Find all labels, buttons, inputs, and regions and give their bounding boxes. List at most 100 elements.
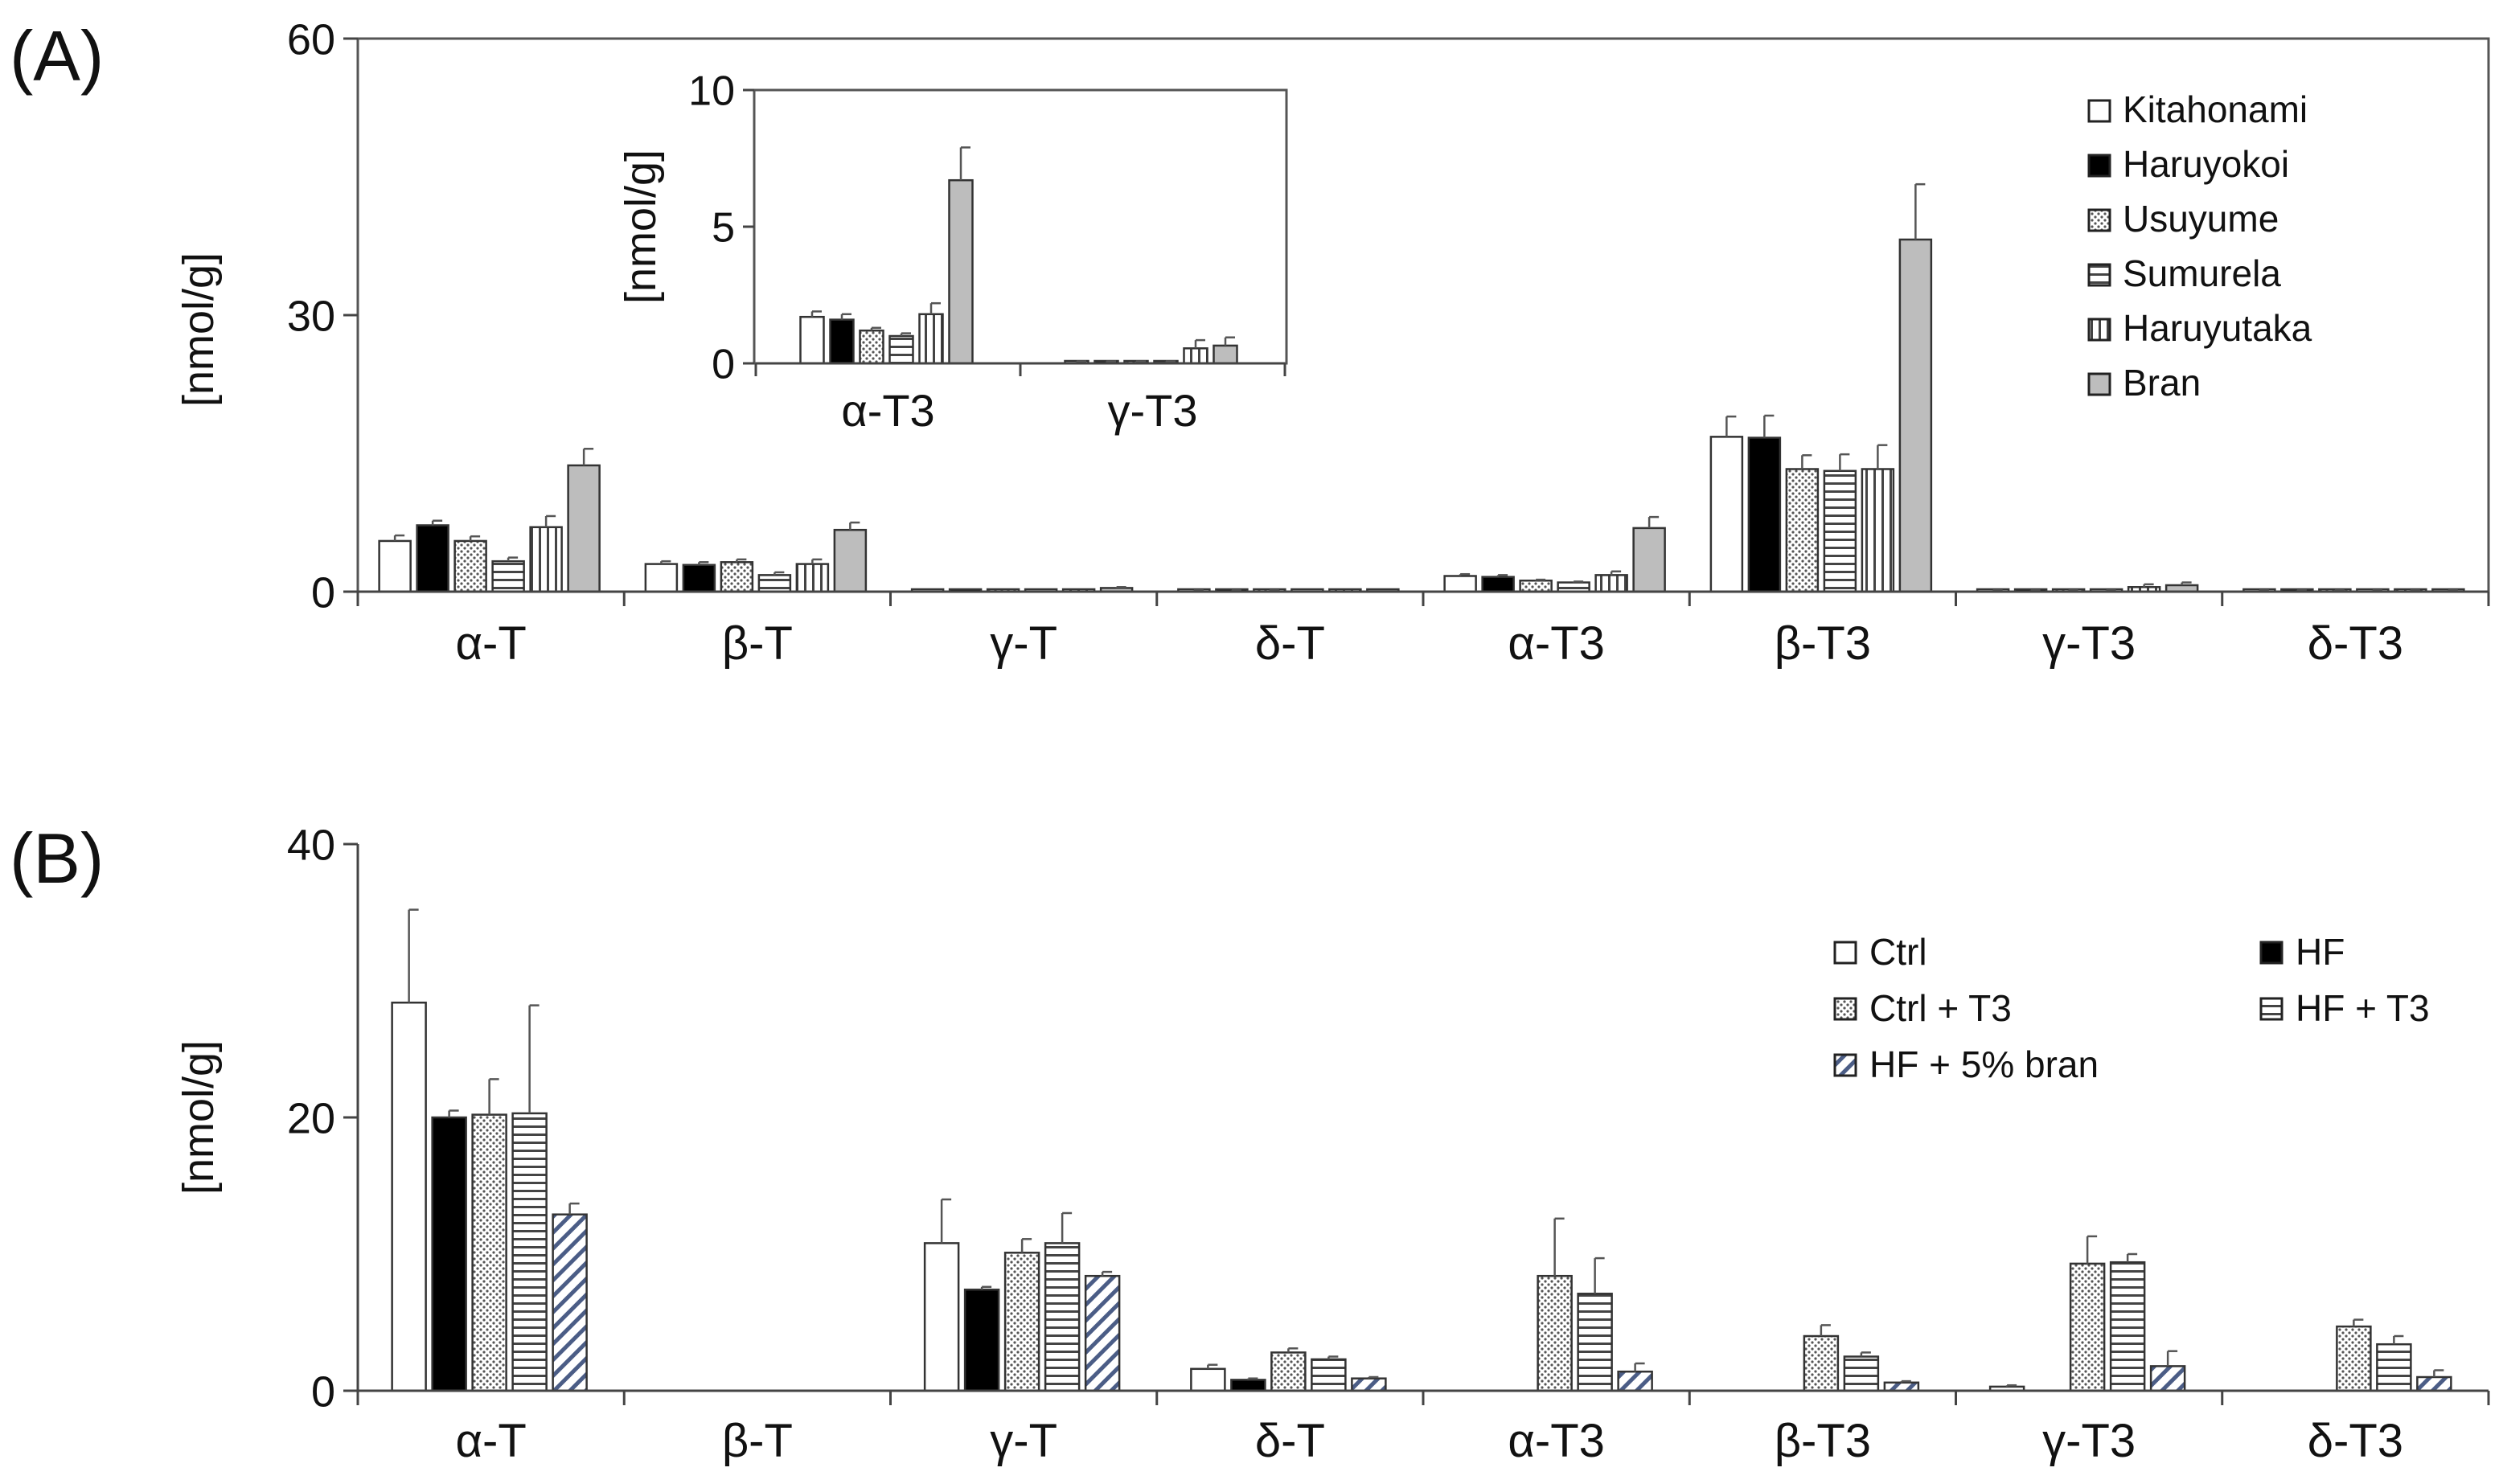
legend-label-hf-bran: HF + 5% bran: [1869, 1043, 2099, 1085]
bar-a-usuyume-0: [453, 539, 487, 593]
panel-a-label: (A): [10, 16, 104, 96]
panel-a-yticks: 0 30 60: [287, 15, 358, 617]
category-label-a-3: δ-T: [1255, 617, 1325, 670]
bar-b-hf-t3-0: [511, 1112, 548, 1392]
bar-b-hf-5-bran-4: [1617, 1370, 1653, 1392]
bar-inset-haruyutaka-0: [918, 313, 944, 365]
bar-a-kitahonami-1: [644, 563, 679, 593]
ytick-label-inset-2: 10: [688, 68, 735, 115]
ytick-label-b-1: 20: [287, 1094, 335, 1142]
bar-b-hf-t3-2: [1044, 1242, 1081, 1392]
bar-a-bran-5: [1898, 238, 1933, 593]
ytick-label-a-1: 30: [287, 292, 335, 340]
ytick-label-a-0: 0: [311, 568, 335, 617]
inset-yticks: 0 5 10: [688, 68, 754, 388]
category-label-b-2: γ-T: [990, 1415, 1057, 1467]
bar-inset-haruyokoi-0: [829, 318, 855, 365]
legend-label-bran: Bran: [2123, 362, 2201, 404]
bar-a-usuyume-4: [1519, 579, 1553, 593]
bar-a-sumurela-0: [491, 560, 525, 593]
bar-b-hf-5-bran-6: [2149, 1365, 2186, 1392]
bar-a-haruyutaka-5: [1861, 468, 1895, 593]
ytick-label-b-2: 40: [287, 821, 335, 869]
bar-a-bran-1: [833, 528, 868, 593]
legend-label-ctrl: Ctrl: [1869, 931, 1927, 973]
bar-a-haruyutaka-0: [529, 526, 563, 593]
panel-b: (B) [nmol/g] 0 20 40 α-T β-T γ-T δ-T α-T3 β-T3 γ…: [10, 818, 2490, 1467]
bar-inset-haruyutaka-1: [1183, 347, 1208, 365]
category-label-a-0: α-T: [455, 617, 526, 670]
panel-b-legend: Ctrl HF Ctrl + T3 HF + T3 HF + 5% bran: [1833, 931, 2430, 1085]
category-label-a-4: α-T3: [1508, 617, 1605, 670]
legend-swatch-haruyokoi: [2087, 154, 2111, 178]
legend-label-ctrl-t3: Ctrl + T3: [1869, 987, 2012, 1029]
legend-swatch-ctrl: [1833, 941, 1857, 965]
legend-swatch-usuyume: [2087, 208, 2111, 232]
bar-b-ctrl-t3-4: [1537, 1274, 1573, 1392]
category-label-b-1: β-T: [722, 1415, 793, 1467]
legend-swatch-hf-bran: [1833, 1053, 1857, 1077]
ytick-label-a-2: 60: [287, 15, 335, 64]
bar-inset-bran-0: [948, 178, 974, 365]
legend-swatch-bran: [2087, 372, 2111, 396]
panel-a-categories: α-T β-T γ-T δ-T α-T3 β-T3 γ-T3 δ-T3: [356, 590, 2490, 670]
bar-a-haruyokoi-1: [682, 564, 716, 593]
bar-b-ctrl-0: [391, 1001, 427, 1392]
panel-a-inset: [nmol/g] 0 5 10 α-T3 γ-T3: [617, 68, 1288, 436]
bar-b-hf-5-bran-5: [1883, 1381, 1920, 1392]
category-label-b-5: β-T3: [1775, 1415, 1871, 1467]
legend-label-hf-t3: HF + T3: [2296, 987, 2430, 1029]
bar-inset-kitahonami-0: [799, 315, 825, 365]
legend-label-kitahonami: Kitahonami: [2123, 88, 2308, 130]
bar-b-hf-3: [1230, 1379, 1266, 1392]
inset-frame: [753, 88, 1288, 365]
bar-a-usuyume-1: [720, 561, 754, 593]
bar-b-hf-t3-3: [1311, 1358, 1347, 1392]
panel-a: (A) [nmol/g] 0 30 60 α-T β-T γ-T δ-T α-T3 β-T3 γ…: [10, 15, 2490, 670]
bar-b-ctrl-2: [923, 1242, 960, 1392]
bar-a-sumurela-5: [1823, 469, 1857, 593]
bar-inset-usuyume-0: [859, 329, 884, 365]
bar-b-hf-t3-4: [1577, 1293, 1613, 1392]
inset-categories: α-T3 γ-T3: [754, 362, 1286, 436]
category-label-b-7: δ-T3: [2308, 1415, 2403, 1467]
bar-b-ctrl-3: [1190, 1367, 1226, 1392]
category-label-b-0: α-T: [455, 1415, 526, 1467]
category-label-inset-1: γ-T3: [1108, 385, 1198, 436]
bar-a-bran-0: [567, 464, 601, 593]
bar-b-ctrl-t3-7: [2336, 1325, 2372, 1392]
bar-inset-sumurela-0: [888, 334, 914, 365]
panel-a-bars: [378, 182, 2465, 593]
category-label-b-4: α-T3: [1508, 1415, 1605, 1467]
bar-a-kitahonami-5: [1709, 436, 1744, 593]
bar-a-haruyokoi-0: [416, 524, 449, 593]
legend-swatch-hf: [2259, 941, 2283, 965]
legend-label-sumurela: Sumurela: [2123, 252, 2281, 294]
legend-swatch-kitahonami: [2087, 99, 2111, 123]
bar-b-hf-t3-5: [1843, 1355, 1880, 1392]
bar-a-haruyutaka-4: [1594, 574, 1628, 593]
panel-b-bars: [391, 908, 2452, 1392]
bar-b-hf-5-bran-2: [1084, 1274, 1121, 1392]
bar-a-haruyutaka-1: [795, 563, 830, 593]
bar-b-hf-t3-7: [2376, 1343, 2412, 1392]
bar-b-hf-0: [431, 1116, 467, 1392]
category-label-b-6: γ-T3: [2042, 1415, 2136, 1467]
bar-b-hf-2: [963, 1288, 1000, 1392]
legend-swatch-ctrl-t3: [1833, 997, 1857, 1021]
panel-a-ylabel: [nmol/g]: [174, 252, 223, 407]
bar-a-sumurela-4: [1557, 581, 1590, 593]
bar-b-ctrl-t3-0: [471, 1113, 507, 1392]
inset-ylabel: [nmol/g]: [617, 150, 665, 304]
panel-a-legend: Kitahonami Haruyokoi Usuyume Sumurela Ha…: [2087, 88, 2312, 404]
legend-label-haruyokoi: Haruyokoi: [2123, 143, 2289, 185]
category-label-a-6: γ-T3: [2042, 617, 2136, 670]
panel-b-ylabel: [nmol/g]: [174, 1040, 223, 1195]
panel-b-label: (B): [10, 818, 104, 898]
bar-inset-bran-1: [1213, 344, 1238, 365]
bar-a-kitahonami-4: [1443, 575, 1477, 593]
bar-a-usuyume-5: [1785, 468, 1820, 593]
category-label-a-1: β-T: [722, 617, 793, 670]
category-label-a-5: β-T3: [1775, 617, 1871, 670]
